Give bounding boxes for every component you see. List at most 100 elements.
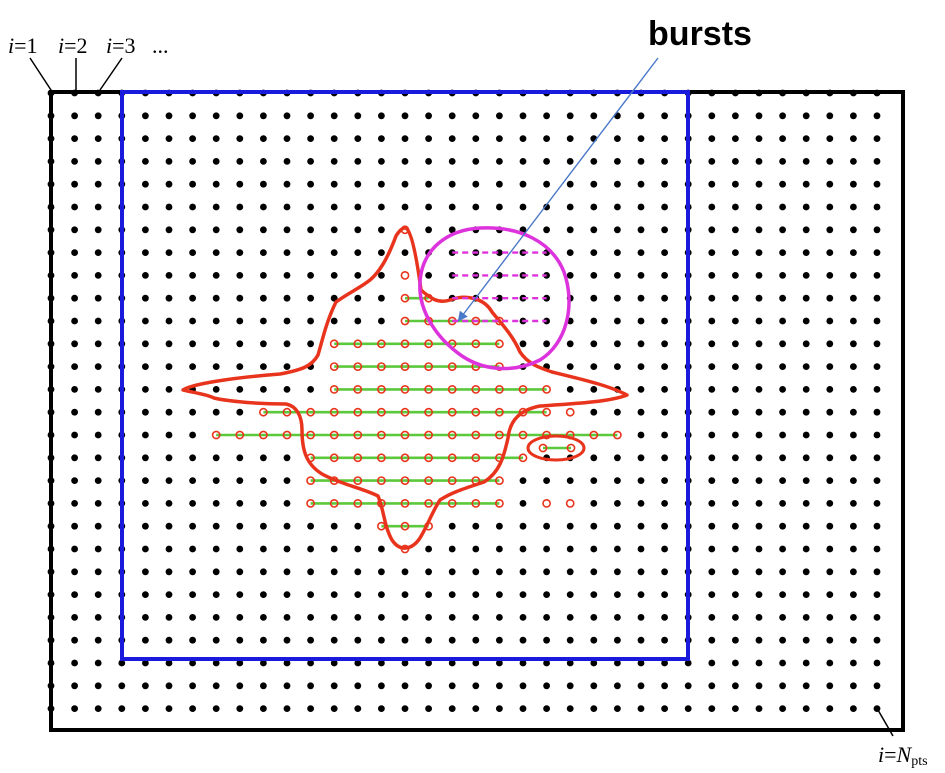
grid-point	[850, 431, 857, 439]
grid-point	[378, 249, 385, 256]
grid-point	[142, 294, 149, 302]
grid-point	[708, 135, 716, 143]
grid-point	[850, 614, 857, 621]
grid-point	[283, 454, 291, 462]
bursts-label: bursts	[648, 15, 752, 53]
grid-point	[496, 568, 503, 576]
grid-point	[378, 180, 385, 188]
grid-point	[566, 249, 574, 256]
grid-point	[614, 135, 621, 143]
grid-point	[566, 272, 574, 279]
grid-point	[354, 112, 362, 120]
grid-point	[71, 226, 78, 234]
grid-point	[189, 340, 197, 348]
grid-point	[708, 112, 716, 120]
grid-point	[802, 112, 810, 120]
grid-point	[94, 272, 102, 279]
grid-point	[283, 135, 291, 143]
grid-point	[260, 591, 267, 598]
grid-point	[637, 180, 645, 188]
region-point	[471, 316, 481, 326]
grid-point	[283, 682, 291, 690]
label-i-3: i=3	[106, 33, 136, 58]
grid-point	[354, 272, 362, 279]
grid-point	[425, 226, 432, 234]
grid-point	[779, 636, 786, 644]
region-point	[329, 339, 339, 349]
region-point	[353, 339, 363, 349]
grid-point	[307, 568, 314, 576]
label-i-2: i=2	[58, 33, 88, 58]
grid-point	[283, 203, 291, 211]
grid-point	[165, 522, 173, 530]
grid-point	[354, 591, 362, 598]
grid-point	[802, 454, 810, 462]
grid-point	[543, 477, 550, 484]
grid-point	[212, 545, 220, 553]
grid-point	[448, 226, 456, 234]
region-point	[542, 407, 551, 417]
grid-point	[260, 705, 267, 712]
grid-point	[378, 226, 385, 234]
grid-point	[378, 545, 385, 553]
grid-point	[71, 591, 78, 598]
grid-point	[71, 500, 78, 507]
grid-point	[165, 500, 173, 507]
grid-point	[873, 500, 881, 507]
grid-point	[236, 386, 244, 393]
grid-point	[212, 112, 220, 120]
grid-point	[378, 135, 385, 143]
grid-point	[614, 659, 621, 667]
grid-point	[425, 705, 432, 712]
grid-point	[378, 158, 385, 165]
grid-point	[236, 636, 244, 644]
grid-point	[802, 340, 810, 348]
grid-point	[165, 477, 173, 484]
grid-point	[212, 568, 220, 576]
grid-point	[283, 112, 291, 120]
grid-point	[496, 705, 503, 712]
region-point	[424, 339, 433, 349]
grid-point	[94, 340, 102, 348]
grid-point	[543, 591, 550, 598]
grid-point	[779, 408, 786, 416]
grid-point	[519, 340, 527, 348]
grid-point	[873, 272, 881, 279]
grid-point	[755, 682, 763, 690]
grid-point	[661, 614, 668, 621]
grid-point	[260, 272, 267, 279]
grid-point	[425, 180, 432, 188]
grid-point	[779, 431, 786, 439]
region-point	[471, 430, 481, 440]
grid-point	[142, 500, 149, 507]
grid-point	[401, 705, 409, 712]
grid-point	[802, 249, 810, 256]
grid-point	[826, 180, 834, 188]
region-point	[400, 339, 410, 349]
grid-point	[802, 522, 810, 530]
grid-point	[873, 363, 881, 370]
grid-point	[307, 614, 314, 621]
grid-point	[850, 180, 857, 188]
grid-point	[94, 636, 102, 644]
grid-point	[519, 568, 527, 576]
grid-point	[755, 545, 763, 553]
grid-point	[425, 614, 432, 621]
grid-point	[354, 636, 362, 644]
grid-point	[236, 317, 244, 325]
grid-point	[614, 340, 621, 348]
grid-point	[614, 614, 621, 621]
grid-point	[142, 135, 149, 143]
grid-point	[637, 203, 645, 211]
grid-point	[850, 545, 857, 553]
grid-point	[637, 614, 645, 621]
grid-point	[236, 294, 244, 302]
grid-point	[543, 568, 550, 576]
grid-point	[378, 568, 385, 576]
grid-point	[566, 659, 574, 667]
grid-point	[590, 340, 598, 348]
grid-point	[708, 317, 716, 325]
grid-point	[189, 158, 197, 165]
grid-point	[661, 454, 668, 462]
grid-point	[425, 203, 432, 211]
